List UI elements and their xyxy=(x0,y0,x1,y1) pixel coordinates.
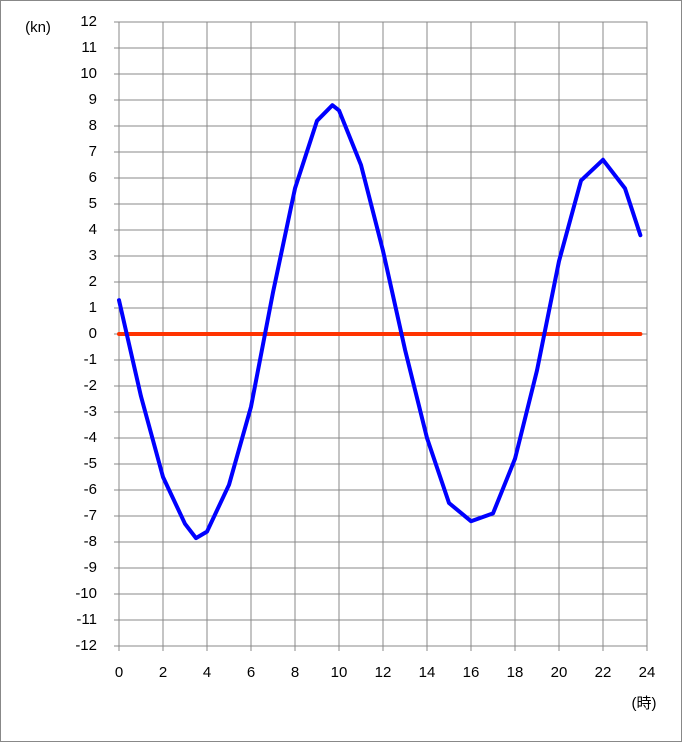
y-tick-label: 3 xyxy=(89,247,97,264)
y-tick-label: -12 xyxy=(75,637,97,654)
y-tick-label: -1 xyxy=(84,351,97,368)
y-tick-label: 5 xyxy=(89,195,97,212)
x-tick-label: 4 xyxy=(203,664,211,681)
y-tick-label: -5 xyxy=(84,455,97,472)
y-tick-label: 0 xyxy=(89,325,97,342)
y-tick-label: 4 xyxy=(89,221,97,238)
series-line xyxy=(117,103,643,541)
y-tick-label: 7 xyxy=(89,143,97,160)
x-tick-label: 0 xyxy=(115,664,123,681)
y-tick-label: 9 xyxy=(89,91,97,108)
x-tick-label: 20 xyxy=(551,664,568,681)
x-tick-label: 12 xyxy=(375,664,392,681)
y-tick-label: -11 xyxy=(76,611,97,628)
y-tick-label: -3 xyxy=(84,403,97,420)
x-tick-label: 10 xyxy=(331,664,348,681)
y-tick-label: 1 xyxy=(89,299,97,316)
y-tick-label: -8 xyxy=(84,533,97,550)
x-tick-label: 6 xyxy=(247,664,255,681)
y-tick-label: -6 xyxy=(84,481,97,498)
y-tick-label: 10 xyxy=(80,65,97,82)
y-tick-label: -9 xyxy=(84,559,97,576)
y-tick-label: -2 xyxy=(84,377,97,394)
x-tick-label: 14 xyxy=(419,664,436,681)
y-tick-label: -7 xyxy=(84,507,97,524)
y-axis-label: (kn) xyxy=(25,19,51,36)
x-tick-label: 18 xyxy=(507,664,524,681)
x-tick-label: 16 xyxy=(463,664,480,681)
y-tick-label: 12 xyxy=(80,13,97,30)
x-tick-label: 2 xyxy=(159,664,167,681)
y-tick-label: 11 xyxy=(81,39,97,56)
x-tick-label: 24 xyxy=(639,664,656,681)
y-tick-label: -4 xyxy=(84,429,97,446)
x-axis-label: (時) xyxy=(632,695,657,712)
x-tick-label: 8 xyxy=(291,664,299,681)
x-tick-label: 22 xyxy=(595,664,612,681)
y-tick-label: 6 xyxy=(89,169,97,186)
y-tick-label: 2 xyxy=(89,273,97,290)
y-tick-label: 8 xyxy=(89,117,97,134)
y-tick-label: -10 xyxy=(75,585,97,602)
